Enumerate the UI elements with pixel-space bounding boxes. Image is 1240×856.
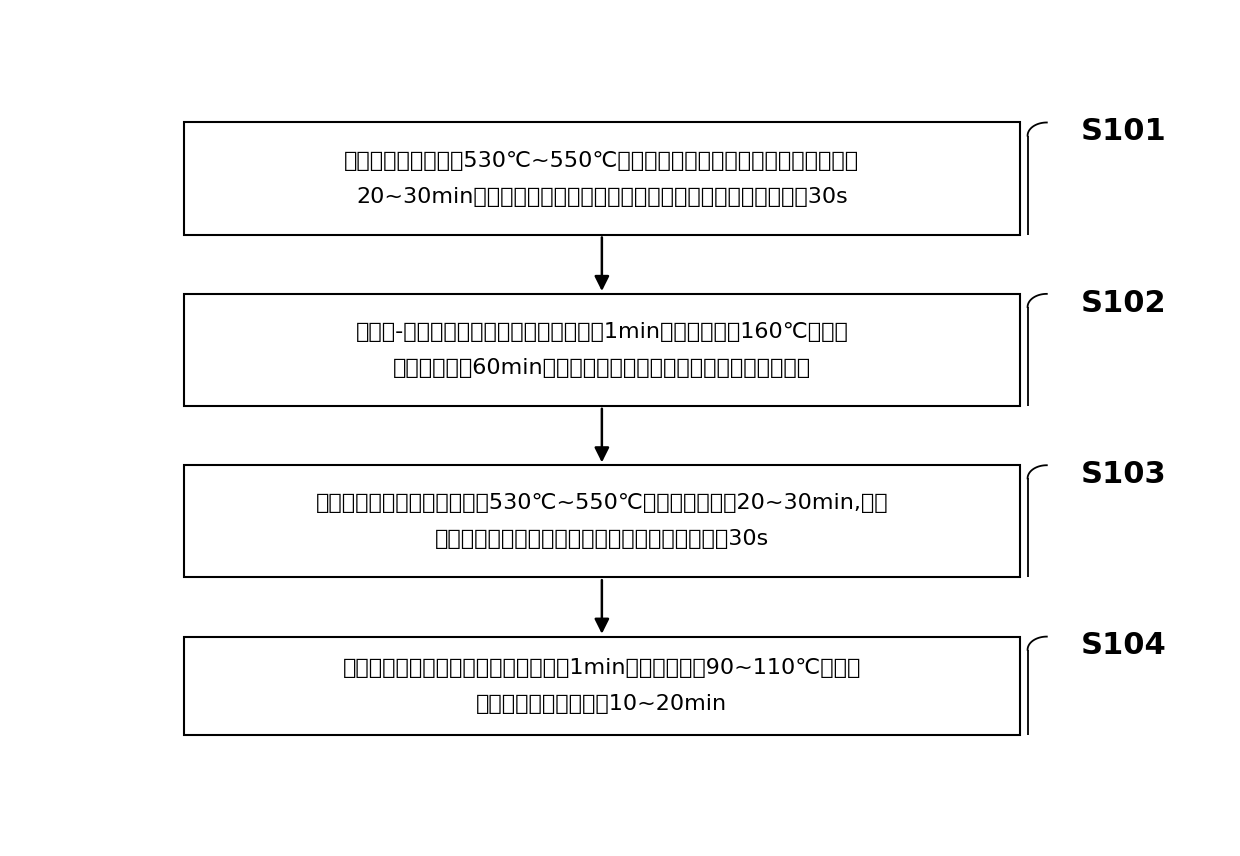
FancyBboxPatch shape: [184, 294, 1019, 406]
Text: 将固溶后的试样放入（转移时间不超过1min）已经升温到90~110℃并温度
稳定的时效炉中，保温10~20min: 将固溶后的试样放入（转移时间不超过1min）已经升温到90~110℃并温度 稳定…: [342, 658, 861, 714]
FancyBboxPatch shape: [184, 466, 1019, 577]
FancyBboxPatch shape: [184, 637, 1019, 735]
Text: 将固溶-淬火的试样放入（转移时间不超过1min）已经升温到160℃时效炉
中，开始计时60min，时间到后立马将样品拿出来放在空气中冷却: 将固溶-淬火的试样放入（转移时间不超过1min）已经升温到160℃时效炉 中，开…: [356, 322, 848, 377]
Text: S102: S102: [1080, 288, 1166, 318]
FancyBboxPatch shape: [184, 122, 1019, 235]
Text: 将固溶炉的温度升到530℃~550℃后将试样放入炉中，温度平稳后开始计时
20~30min，时间到后立马将样品放入冷水中淬火，转移时间不超过30s: 将固溶炉的温度升到530℃~550℃后将试样放入炉中，温度平稳后开始计时 20~…: [345, 151, 859, 206]
Text: S101: S101: [1080, 117, 1166, 146]
Text: S104: S104: [1080, 632, 1166, 660]
Text: 将经过时效的试样放入温度为530℃~550℃的固溶炉中保温20~30min,时间
到后立马将样品放入冷水中淬火，转移时间不超过30s: 将经过时效的试样放入温度为530℃~550℃的固溶炉中保温20~30min,时间…: [315, 493, 888, 550]
Text: S103: S103: [1080, 460, 1166, 489]
